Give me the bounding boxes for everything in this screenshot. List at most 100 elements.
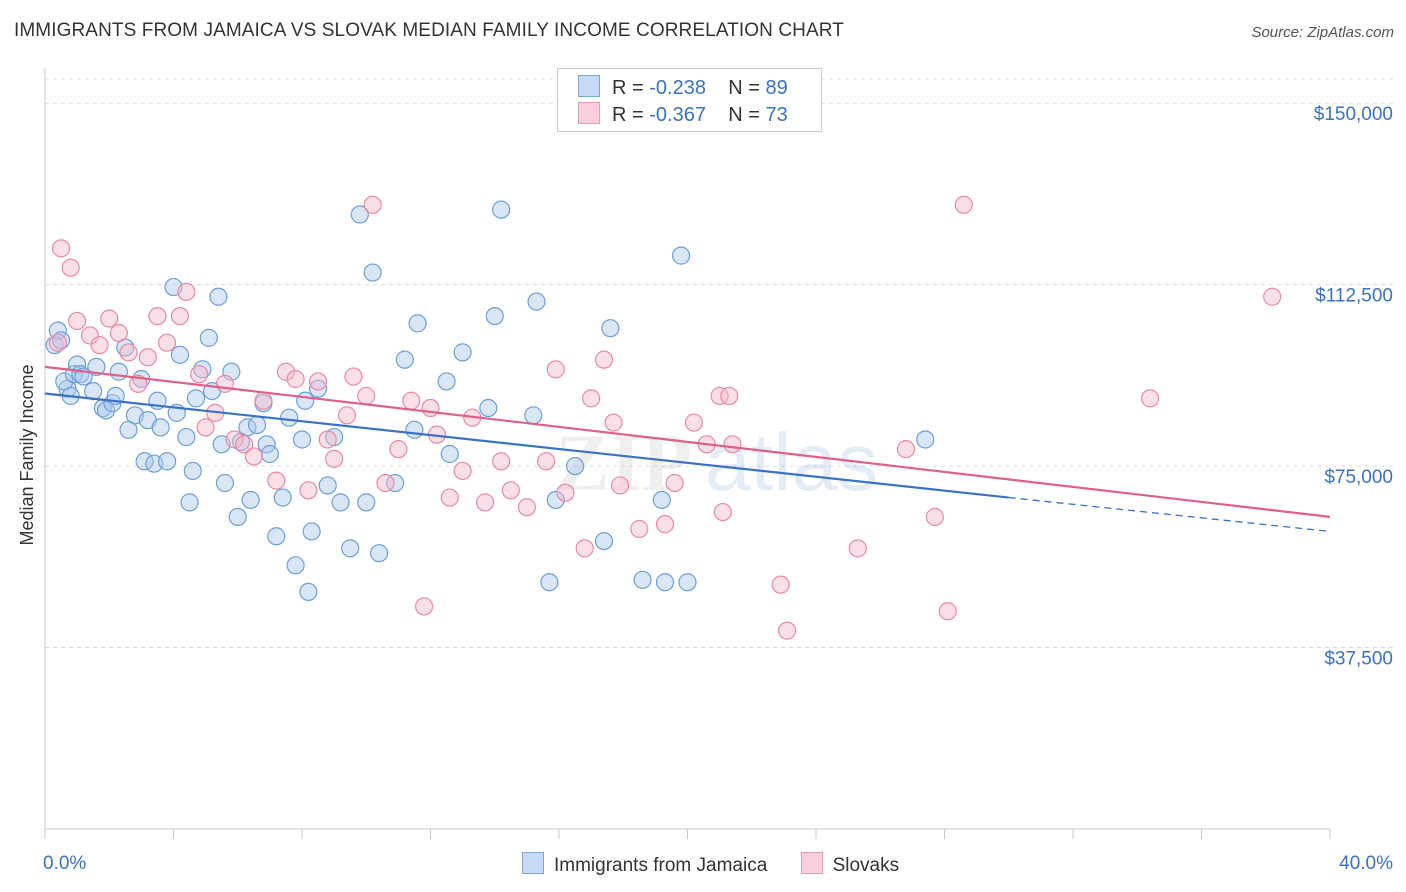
data-point [254,391,273,410]
watermark-atlas: atlas [705,417,878,508]
legend-r-value: -0.367 [649,104,706,126]
data-point [177,427,196,447]
data-point [610,476,630,495]
data-point [408,314,427,333]
data-point [655,515,675,534]
trend-line [44,392,1009,499]
data-point [267,527,286,546]
data-point [292,430,312,449]
data-point [630,519,649,539]
data-point [157,333,177,352]
data-point [925,507,944,527]
chart-source: Source: ZipAtlas.com [1251,24,1394,41]
trend-line-extension [1008,496,1331,533]
data-point [485,306,504,326]
data-point [257,435,276,454]
data-point [556,483,575,502]
y-tick-label: $37,500 [1324,649,1393,670]
data-point [652,490,671,510]
data-point [276,362,296,381]
data-point [916,430,935,449]
data-point [302,522,321,541]
data-point [1140,389,1160,408]
data-point [241,490,260,510]
data-point [604,413,623,432]
data-point [501,481,520,500]
legend-row-slovaks: R = -0.367 N = 73 [578,102,788,130]
data-point [177,282,196,302]
data-point [1263,287,1282,306]
data-point [286,369,305,389]
data-point [51,239,71,258]
data-point [540,573,559,592]
data-point [247,415,267,435]
data-point [363,195,382,214]
data-point [594,350,614,369]
data-point [296,391,315,410]
data-point [678,573,697,592]
data-point [357,493,376,512]
gridlines [45,78,1395,649]
stats-legend: R = -0.238 N = 89 R = -0.367 N = 73 [557,68,822,132]
data-point [771,575,790,594]
data-point [546,360,565,379]
data-point [244,447,263,466]
data-point [376,473,395,493]
data-point [582,389,601,408]
x-tick-label: 0.0% [43,853,86,874]
data-point [344,367,363,386]
legend-swatch-blue [578,75,600,97]
data-point [109,323,128,343]
data-point [157,452,177,471]
data-point [331,493,350,512]
data-point [308,379,328,398]
data-point [286,556,305,575]
data-point [363,263,382,282]
data-point [565,456,585,476]
data-point [235,435,254,454]
data-point [260,444,279,464]
data-point [723,435,742,454]
data-point [215,473,234,493]
data-point [537,452,556,471]
data-point [215,374,234,393]
data-point [633,570,652,589]
data-point [476,493,495,512]
data-point [183,461,202,481]
data-point [299,481,318,500]
data-point [848,539,867,558]
data-point [720,386,739,406]
legend-swatch-pink [578,102,600,124]
data-point [777,621,797,640]
data-point [68,311,87,331]
data-point [273,488,292,507]
data-point [601,319,620,338]
data-point [318,476,337,495]
data-point [308,372,328,391]
data-point [186,389,206,408]
data-point [100,309,119,328]
tick-labels: $37,500 $75,000 $112,500 $150,000 0.0% 40.0% [43,104,1393,874]
data-point [389,440,408,459]
series-legend-slovaks: Slovaks [800,852,899,877]
data-point [440,444,459,464]
data-point [527,292,546,311]
data-point [109,362,128,381]
y-tick-label: $75,000 [1324,467,1393,488]
data-point [148,306,167,326]
legend-swatch-blue [522,852,544,874]
legend-row-jamaica: R = -0.238 N = 89 [578,75,788,103]
data-point [402,391,421,410]
data-point [938,602,957,621]
data-point [671,246,691,265]
data-point [713,502,732,522]
data-point [479,398,498,418]
legend-swatch-pink [800,852,823,874]
data-point [80,326,100,345]
data-point [337,406,357,425]
data-point [119,343,138,362]
data-point [684,413,704,432]
data-point [87,357,106,377]
data-point [90,336,109,355]
